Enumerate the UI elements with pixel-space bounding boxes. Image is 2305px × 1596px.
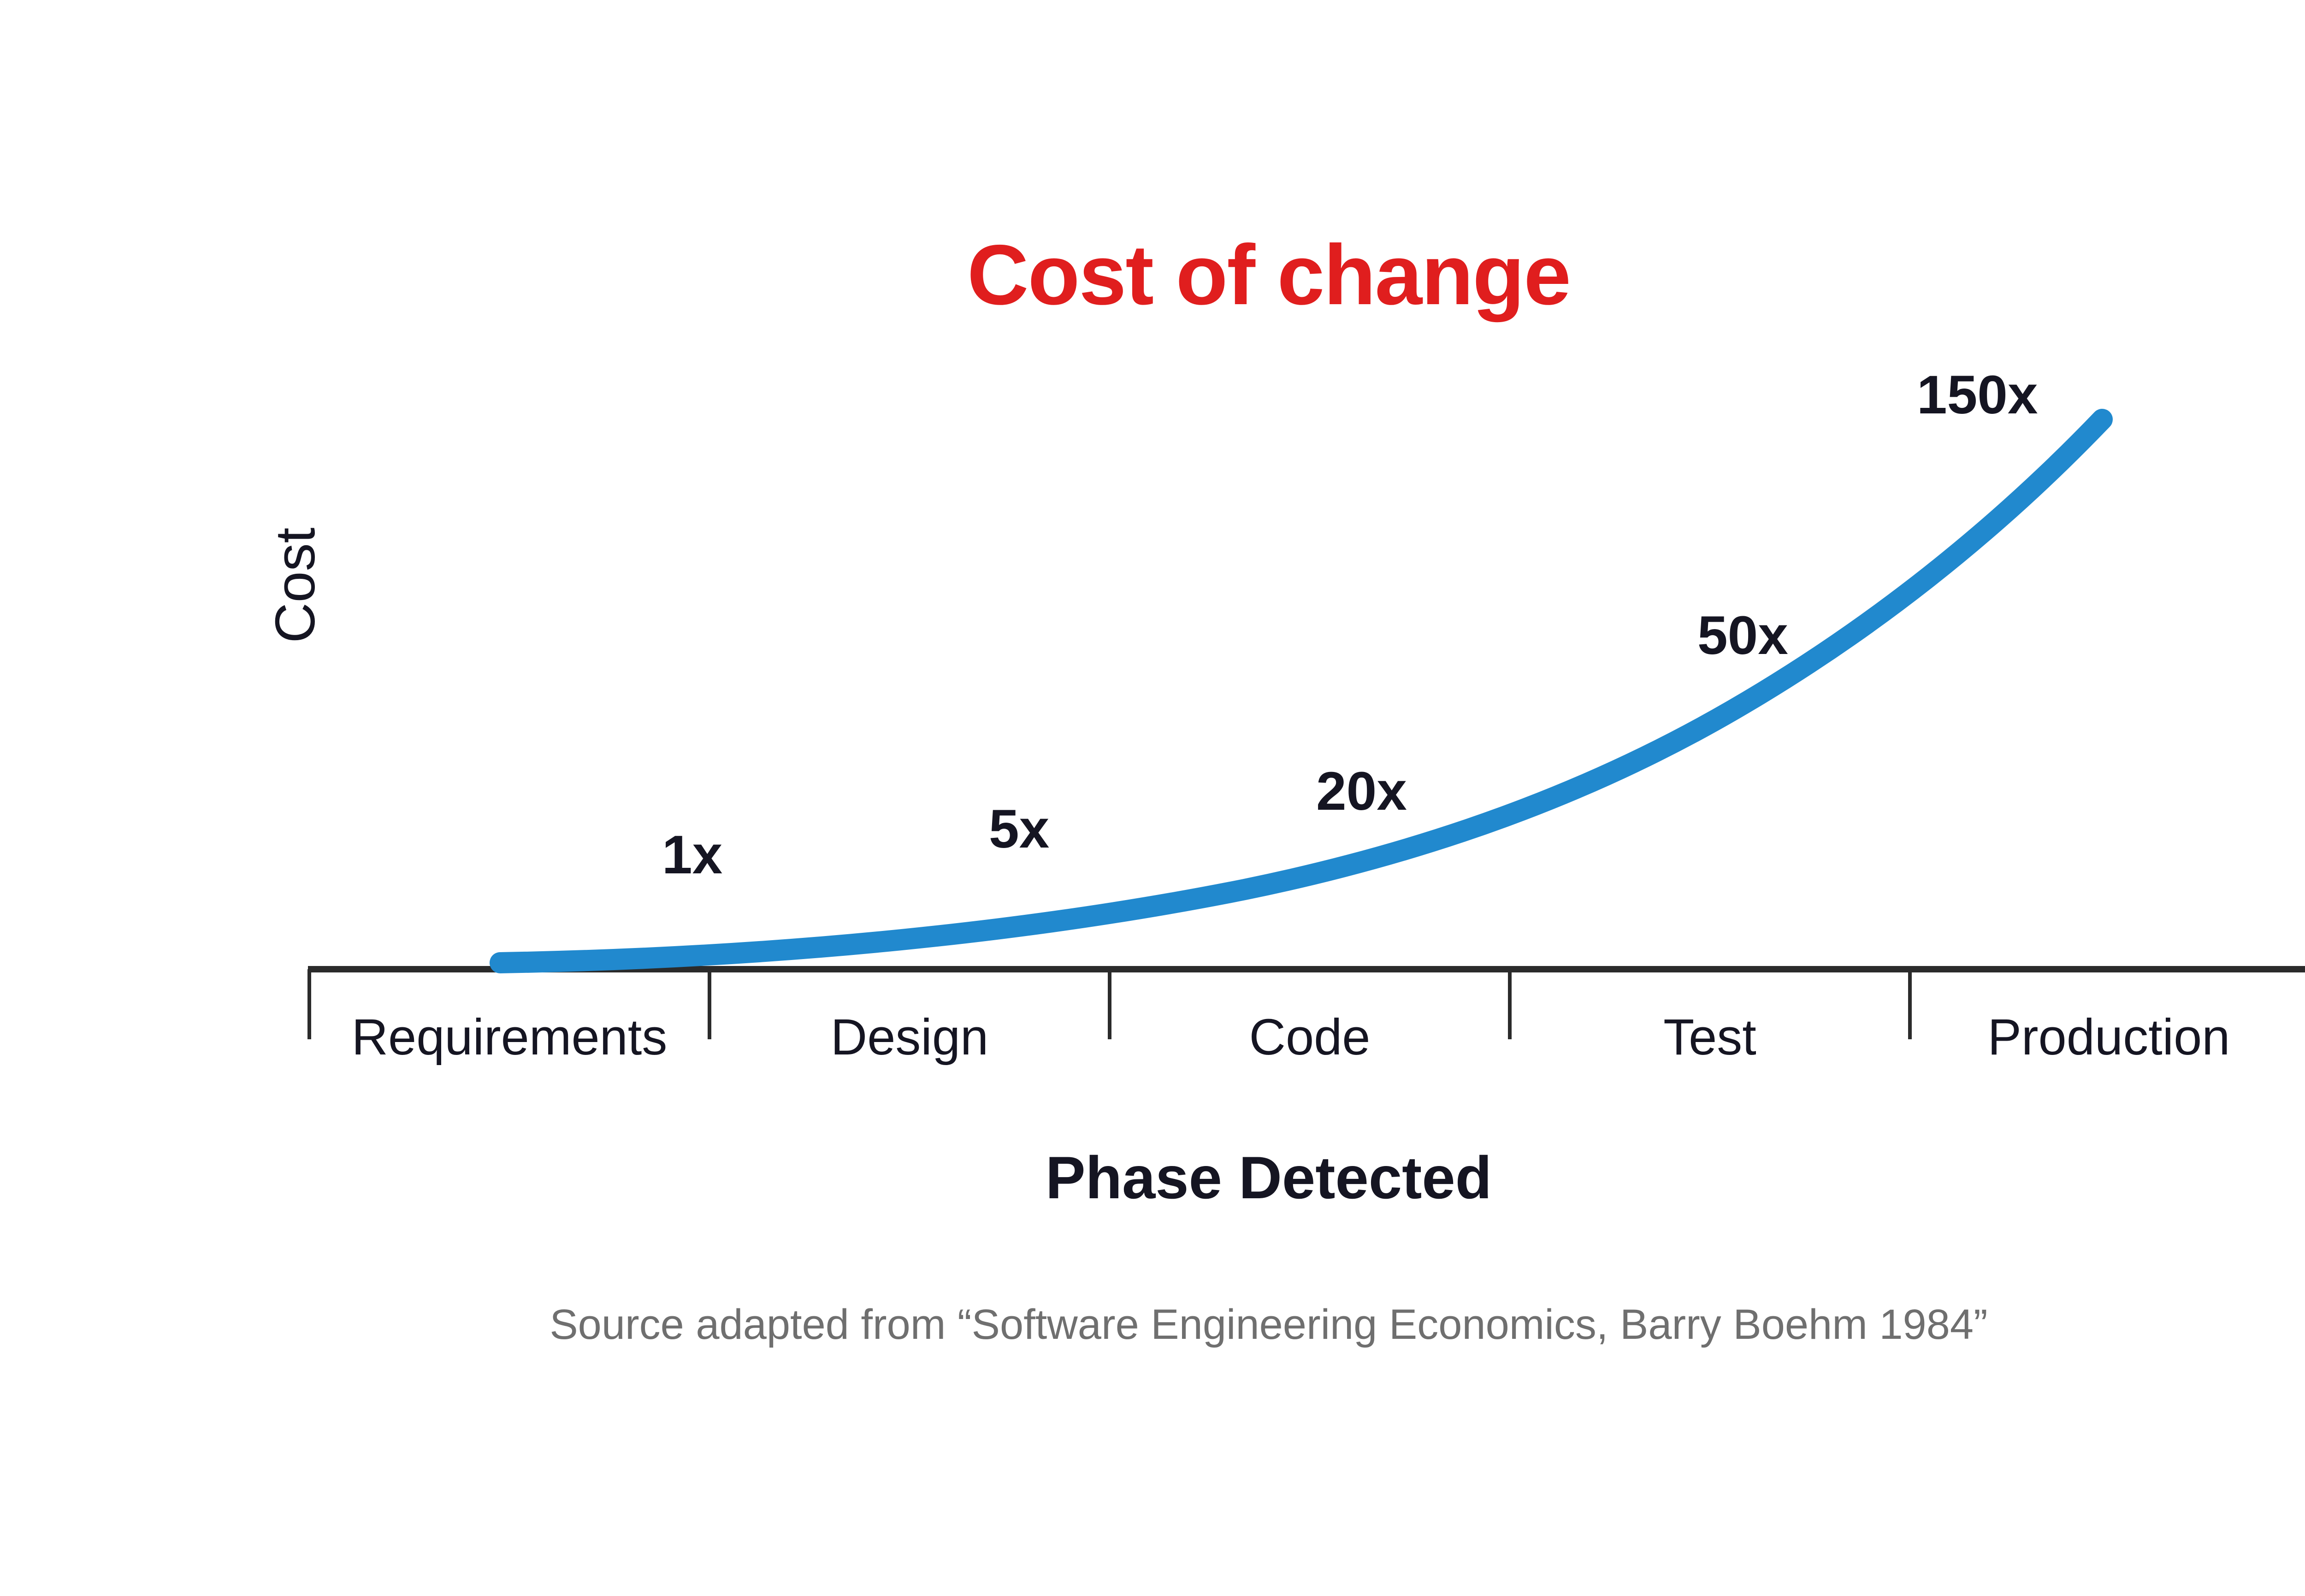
data-label-requirements: 1x [662, 825, 723, 885]
x-axis-category-code: Code [1249, 1009, 1371, 1066]
x-axis-category-design: Design [830, 1009, 989, 1066]
x-axis-category-requirements: Requirements [351, 1009, 668, 1066]
x-axis-title: Phase Detected [1045, 1144, 1492, 1211]
data-label-test: 50x [1697, 605, 1788, 666]
x-axis-category-test: Test [1663, 1009, 1756, 1066]
data-label-code: 20x [1316, 761, 1407, 822]
data-label-production: 150x [1917, 365, 2038, 425]
data-label-design: 5x [989, 799, 1050, 860]
source-attribution: Source adapted from “Software Engineerin… [550, 1301, 1988, 1348]
y-axis-title: Cost [264, 527, 326, 643]
chart-title: Cost of change [967, 228, 1571, 323]
x-axis-category-production: Production [1987, 1009, 2230, 1066]
cost-curve [490, 409, 2113, 973]
